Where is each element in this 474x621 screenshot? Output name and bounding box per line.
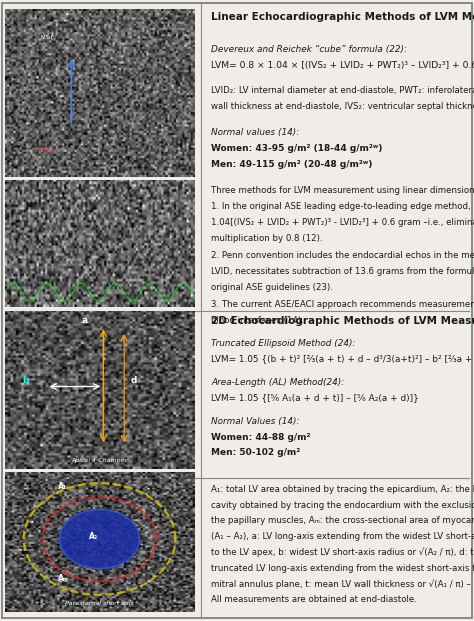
Text: 2D Echocardiographic Methods of LVM Measurement:: 2D Echocardiographic Methods of LVM Meas… xyxy=(211,315,474,325)
Text: Normal Values (14):: Normal Values (14): xyxy=(211,417,300,426)
Text: Aₘ: Aₘ xyxy=(58,574,69,583)
Text: LVM= 1.05 {[⁵⁄₆ A₁(a + d + t)] – [⁵⁄₆ A₂(a + d)]}: LVM= 1.05 {[⁵⁄₆ A₁(a + d + t)] – [⁵⁄₆ A₂… xyxy=(211,394,419,402)
Text: A₁: total LV area obtained by tracing the epicardium, A₂: the LV: A₁: total LV area obtained by tracing th… xyxy=(211,485,474,494)
Text: A₂: A₂ xyxy=(89,532,99,541)
Text: IVSd: IVSd xyxy=(40,35,53,40)
Text: multiplication by 0.8 (12).: multiplication by 0.8 (12). xyxy=(211,234,323,243)
Polygon shape xyxy=(60,510,139,568)
Text: the papillary muscles, Aₘ: the cross-sectional area of myocardium: the papillary muscles, Aₘ: the cross-sec… xyxy=(211,517,474,525)
Text: Three methods for LVM measurement using linear dimensions:: Three methods for LVM measurement using … xyxy=(211,186,474,194)
Text: Women: 43-95 g/m² (18-44 g/m²ʷ): Women: 43-95 g/m² (18-44 g/m²ʷ) xyxy=(211,144,383,153)
Text: 2. Penn convention includes the endocardial echos in the measurement of: 2. Penn convention includes the endocard… xyxy=(211,251,474,260)
Text: LVM= 0.8 × 1.04 × [(IVS₂ + LVID₂ + PWT₂)³ – LVID₂³] + 0.6: LVM= 0.8 × 1.04 × [(IVS₂ + LVID₂ + PWT₂)… xyxy=(211,61,474,70)
Text: blood interfaces (14).: blood interfaces (14). xyxy=(211,316,304,325)
Text: Linear Echocardiographic Methods of LVM Measurement:: Linear Echocardiographic Methods of LVM … xyxy=(211,12,474,22)
Text: mitral annulus plane, t: mean LV wall thickness or √(A₁ / π) – b.: mitral annulus plane, t: mean LV wall th… xyxy=(211,579,474,589)
Text: wall thickness at end-diastole, IVS₂: ventricular septal thickness at end-diasto: wall thickness at end-diastole, IVS₂: ve… xyxy=(211,102,474,111)
Text: A₁: A₁ xyxy=(58,482,67,491)
Text: 1.04[(IVS₂ + LVID₂ + PWT₂)³ - LVID₂³] + 0.6 gram –i.e., eliminating the: 1.04[(IVS₂ + LVID₂ + PWT₂)³ - LVID₂³] + … xyxy=(211,218,474,227)
Text: PWTd: PWTd xyxy=(38,148,55,153)
Text: Devereux and Reichek “cube” formula (22):: Devereux and Reichek “cube” formula (22)… xyxy=(211,45,408,53)
Text: b: b xyxy=(22,376,29,386)
Text: Parasternal short axis: Parasternal short axis xyxy=(65,601,134,606)
Text: Women: 44-88 g/m²: Women: 44-88 g/m² xyxy=(211,433,311,442)
Text: Apical 4-Chamber: Apical 4-Chamber xyxy=(72,458,128,463)
Text: d: d xyxy=(130,376,137,386)
Text: LVID, necessitates subtraction of 13.6 grams from the formula used in the: LVID, necessitates subtraction of 13.6 g… xyxy=(211,267,474,276)
Text: original ASE guidelines (23).: original ASE guidelines (23). xyxy=(211,283,333,292)
Text: LVID₂: LV internal diameter at end-diastole, PWT₂: inferolateral (posterior) LV: LVID₂: LV internal diameter at end-diast… xyxy=(211,86,474,95)
Text: Men: 49-115 g/m² (20-48 g/m²ʷ): Men: 49-115 g/m² (20-48 g/m²ʷ) xyxy=(211,160,373,170)
Text: 3. The current ASE/EACI approach recommends measurements at the tissue-: 3. The current ASE/EACI approach recomme… xyxy=(211,299,474,309)
Text: cavity obtained by tracing the endocardium with the exclusion of: cavity obtained by tracing the endocardi… xyxy=(211,501,474,510)
Text: Truncated Ellipsoid Method (24):: Truncated Ellipsoid Method (24): xyxy=(211,339,356,348)
Text: truncated LV long-axis extending from the widest short-axis to the: truncated LV long-axis extending from th… xyxy=(211,564,474,573)
Text: Area-Length (AL) Method(24):: Area-Length (AL) Method(24): xyxy=(211,378,345,387)
Text: to the LV apex, b: widest LV short-axis radius or √(A₂ / π), d: the: to the LV apex, b: widest LV short-axis … xyxy=(211,548,474,558)
Text: a: a xyxy=(82,316,87,325)
Text: LVM= 1.05 {(b + t)² [⅔(a + t) + d – d³/3(a+t)²] – b² [⅔a + d – d³/3a²]}: LVM= 1.05 {(b + t)² [⅔(a + t) + d – d³/3… xyxy=(211,355,474,364)
Text: Men: 50-102 g/m²: Men: 50-102 g/m² xyxy=(211,448,301,457)
Text: (A₁ – A₂), a: LV long-axis extending from the widest LV short-axis: (A₁ – A₂), a: LV long-axis extending fro… xyxy=(211,532,474,541)
Text: Normal values (14):: Normal values (14): xyxy=(211,128,300,137)
Text: 1. In the original ASE leading edge-to-leading edge method, LVM is calculated as: 1. In the original ASE leading edge-to-l… xyxy=(211,202,474,211)
Text: All measurements are obtained at end-diastole.: All measurements are obtained at end-dia… xyxy=(211,595,417,604)
